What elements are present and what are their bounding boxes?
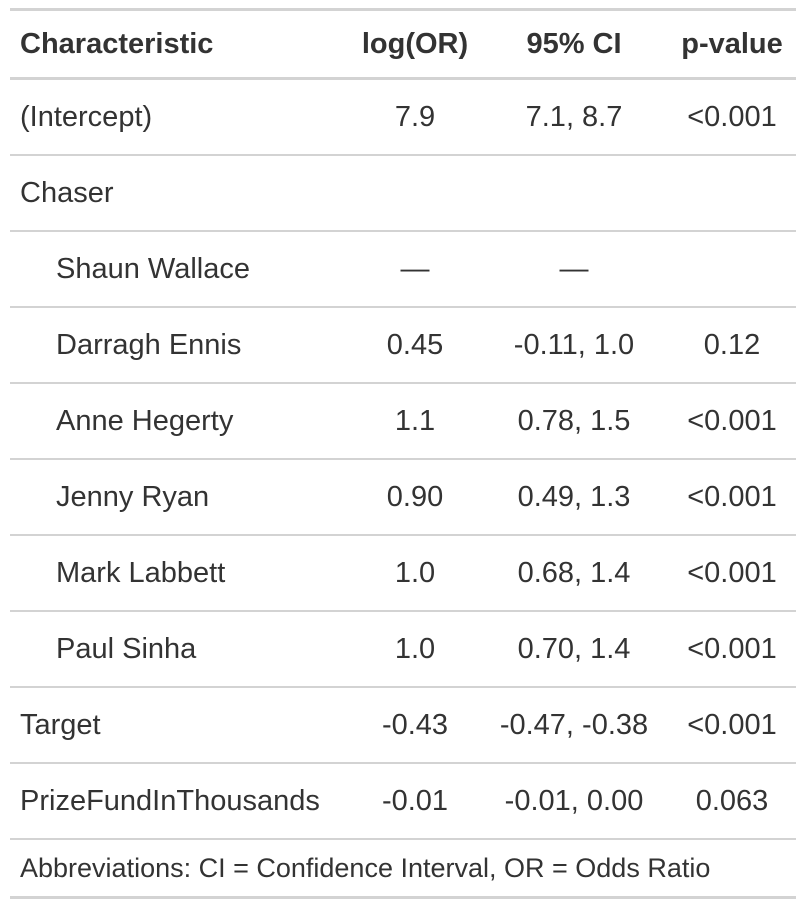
cell: -0.01: [350, 763, 480, 840]
table-row: PrizeFundInThousands -0.01 -0.01, 0.00 0.06…: [10, 763, 796, 840]
column-header: 95% CI: [526, 27, 622, 60]
cell: -0.11, 1.0: [480, 307, 668, 384]
column-header: p-value: [681, 27, 783, 60]
row-label: Chaser: [10, 155, 350, 232]
cell: 0.12: [668, 307, 796, 384]
row-label: Jenny Ryan: [10, 459, 350, 536]
cell: 1.1: [350, 383, 480, 460]
row-label: Darragh Ennis: [10, 307, 350, 384]
table-header: Characteristic log(OR) 95% CI p-value: [10, 9, 796, 79]
cell: 0.78, 1.5: [480, 383, 668, 460]
table-row: Target -0.43 -0.47, -0.38 <0.001: [10, 687, 796, 764]
cell: -0.43: [350, 687, 480, 764]
cell: 0.68, 1.4: [480, 535, 668, 612]
table-row: (Intercept) 7.9 7.1, 8.7 <0.001: [10, 78, 796, 156]
cell: 0.45: [350, 307, 480, 384]
row-label: Anne Hegerty: [10, 383, 350, 460]
cell: 0.49, 1.3: [480, 459, 668, 536]
table-row: Darragh Ennis 0.45 -0.11, 1.0 0.12: [10, 307, 796, 384]
table-row: Mark Labbett 1.0 0.68, 1.4 <0.001: [10, 535, 796, 612]
footnote: Abbreviations: CI = Confidence Interval,…: [10, 838, 796, 899]
row-label: (Intercept): [10, 78, 350, 156]
table-footer: Abbreviations: CI = Confidence Interval,…: [10, 838, 796, 899]
cell: 1.0: [350, 611, 480, 688]
cell: —: [350, 231, 480, 308]
empty-cell: [480, 155, 668, 232]
table-row: Jenny Ryan 0.90 0.49, 1.3 <0.001: [10, 459, 796, 536]
table-row: Paul Sinha 1.0 0.70, 1.4 <0.001: [10, 611, 796, 688]
row-label: Shaun Wallace: [10, 231, 350, 308]
footnote-row: Abbreviations: CI = Confidence Interval,…: [10, 838, 796, 899]
empty-cell: [668, 231, 796, 308]
cell: 0.70, 1.4: [480, 611, 668, 688]
table-row: Shaun Wallace — —: [10, 231, 796, 308]
cell: <0.001: [668, 535, 796, 612]
cell: <0.001: [668, 78, 796, 156]
table-row: Chaser: [10, 155, 796, 232]
cell: <0.001: [668, 611, 796, 688]
row-label: PrizeFundInThousands: [10, 763, 350, 840]
cell: -0.47, -0.38: [480, 687, 668, 764]
cell: <0.001: [668, 687, 796, 764]
row-label: Mark Labbett: [10, 535, 350, 612]
empty-cell: [350, 155, 480, 232]
cell: <0.001: [668, 383, 796, 460]
cell: 0.90: [350, 459, 480, 536]
column-header: log(OR): [361, 27, 469, 60]
cell: <0.001: [668, 459, 796, 536]
cell: 0.063: [668, 763, 796, 840]
table-body: (Intercept) 7.9 7.1, 8.7 <0.001 Chaser Shaun …: [10, 78, 796, 840]
column-header: Characteristic: [20, 27, 214, 60]
cell: —: [480, 231, 668, 308]
cell: 7.1, 8.7: [480, 78, 668, 156]
cell: 1.0: [350, 535, 480, 612]
cell: 7.9: [350, 78, 480, 156]
header-row: Characteristic log(OR) 95% CI p-value: [10, 9, 796, 79]
cell: -0.01, 0.00: [480, 763, 668, 840]
results-table: Characteristic log(OR) 95% CI p-value (Inte…: [10, 8, 796, 899]
table-row: Anne Hegerty 1.1 0.78, 1.5 <0.001: [10, 383, 796, 460]
empty-cell: [668, 155, 796, 232]
row-label: Paul Sinha: [10, 611, 350, 688]
row-label: Target: [10, 687, 350, 764]
